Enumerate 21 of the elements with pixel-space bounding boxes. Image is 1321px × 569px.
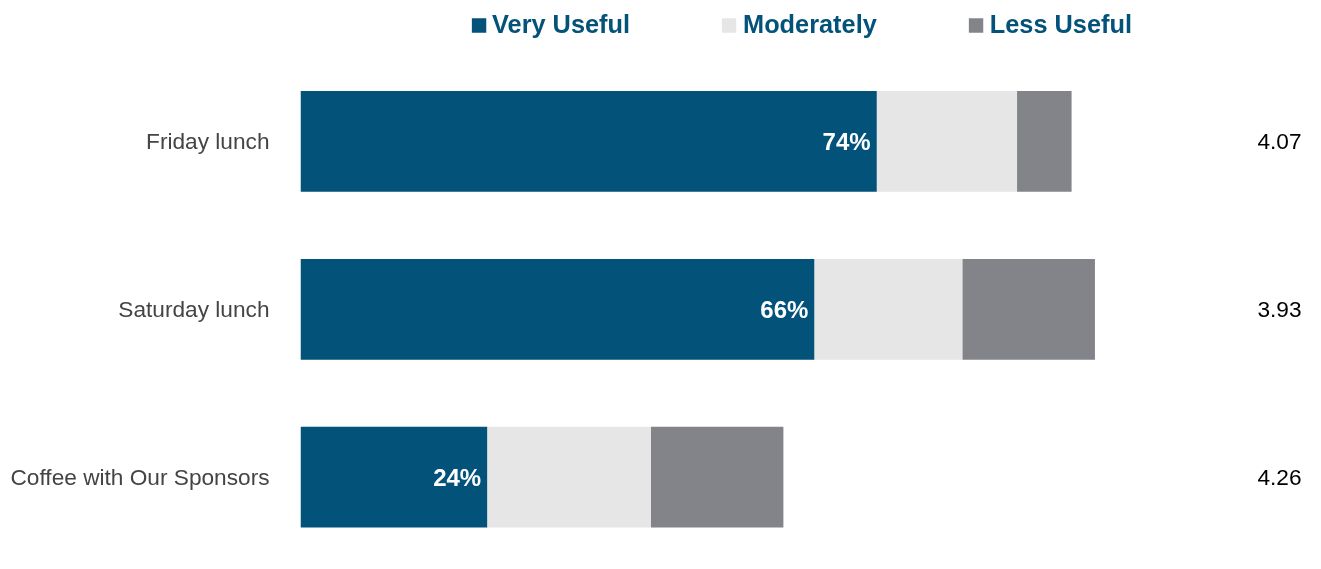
bar	[876, 91, 1018, 192]
text: 3.93	[1257, 295, 1302, 322]
y-tick-label: Coffee with Our Sponsors	[10, 464, 270, 491]
bar	[962, 258, 1095, 360]
bar	[300, 426, 488, 528]
legend-label: Less Useful	[989, 10, 1132, 39]
bar	[814, 258, 963, 360]
bar	[650, 426, 784, 528]
bar	[1017, 91, 1072, 192]
data-label: 24%	[433, 463, 482, 491]
y-tick-label: Saturday lunch	[118, 296, 270, 323]
legend-label: Very Useful	[492, 10, 631, 39]
legend-label: Moderately	[743, 10, 877, 39]
bar	[487, 426, 651, 528]
bar	[300, 91, 877, 192]
text: 4.07	[1257, 127, 1302, 154]
bar	[300, 258, 815, 360]
data-label: 74%	[822, 127, 871, 155]
y-tick-label: Friday lunch	[146, 128, 270, 155]
text: 4.26	[1257, 463, 1302, 490]
data-label: 66%	[760, 295, 809, 323]
